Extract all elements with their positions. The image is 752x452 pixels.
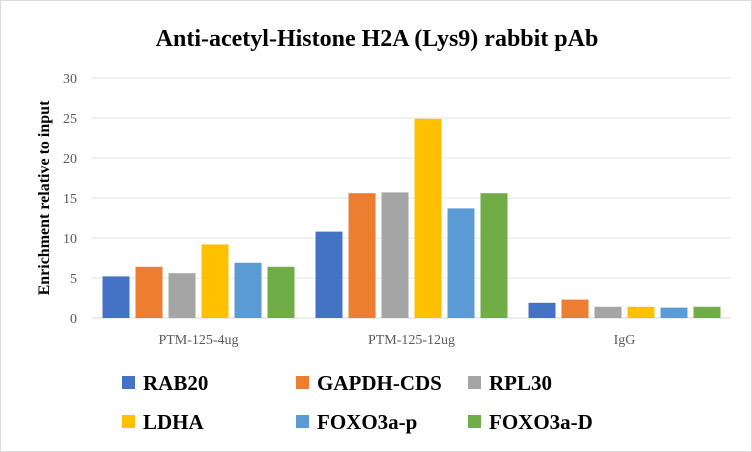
bar-ldha-ptm-125-12ug	[414, 118, 442, 318]
x-category-label: PTM-125-12ug	[368, 333, 455, 348]
legend-swatch	[122, 415, 135, 428]
y-axis-label: Enrichment relative to input	[36, 100, 53, 295]
bar-foxo3a-d-ptm-125-4ug	[267, 266, 295, 318]
legend-label: RPL30	[489, 371, 552, 395]
y-tick-label: 15	[63, 192, 77, 207]
bar-foxo3a-d-igg	[693, 306, 721, 318]
bar-rab20-ptm-125-12ug	[315, 231, 343, 318]
y-tick-label: 10	[63, 232, 77, 247]
chart-title: Anti-acetyl-Histone H2A (Lys9) rabbit pA…	[156, 26, 599, 52]
bar-foxo3a-p-ptm-125-4ug	[234, 262, 262, 318]
bar-ldha-ptm-125-4ug	[201, 244, 229, 318]
legend-swatch	[468, 415, 481, 428]
legend-label: RAB20	[143, 371, 208, 395]
x-category-label: PTM-125-4ug	[158, 333, 238, 348]
legend-label: FOXO3a-p	[317, 410, 417, 434]
legend-label: GAPDH-CDS	[317, 371, 442, 395]
legend-label: FOXO3a-D	[489, 410, 593, 434]
y-tick-label: 0	[70, 312, 77, 327]
bar-foxo3a-p-igg	[660, 307, 688, 318]
bar-gapdh-cds-ptm-125-12ug	[348, 193, 376, 318]
bar-gapdh-cds-igg	[561, 299, 589, 318]
x-category-label: IgG	[614, 333, 636, 348]
legend-swatch	[296, 376, 309, 389]
legend-label: LDHA	[143, 410, 205, 434]
bar-foxo3a-p-ptm-125-12ug	[447, 208, 475, 318]
y-tick-label: 25	[63, 112, 77, 127]
bar-gapdh-cds-ptm-125-4ug	[135, 266, 163, 318]
bar-ldha-igg	[627, 306, 655, 318]
bar-rpl30-ptm-125-12ug	[381, 192, 409, 318]
y-axis-ticks: 0 5 10 15 20 25 30	[63, 72, 77, 327]
bar-rpl30-igg	[594, 306, 622, 318]
legend-swatch	[468, 376, 481, 389]
legend-swatch	[296, 415, 309, 428]
y-tick-label: 30	[63, 72, 77, 87]
bar-foxo3a-d-ptm-125-12ug	[480, 193, 508, 318]
x-axis-categories: PTM-125-4ug PTM-125-12ug IgG	[158, 333, 635, 348]
bar-rab20-ptm-125-4ug	[102, 276, 130, 318]
bars	[102, 118, 721, 318]
gridlines	[92, 77, 731, 319]
legend: RAB20 GAPDH-CDS RPL30 LDHA FOXO3a-p FOXO3a-D	[122, 371, 593, 434]
bar-rab20-igg	[528, 302, 556, 318]
y-tick-label: 5	[70, 272, 77, 287]
legend-swatch	[122, 376, 135, 389]
bar-rpl30-ptm-125-4ug	[168, 273, 196, 318]
y-tick-label: 20	[63, 152, 77, 167]
